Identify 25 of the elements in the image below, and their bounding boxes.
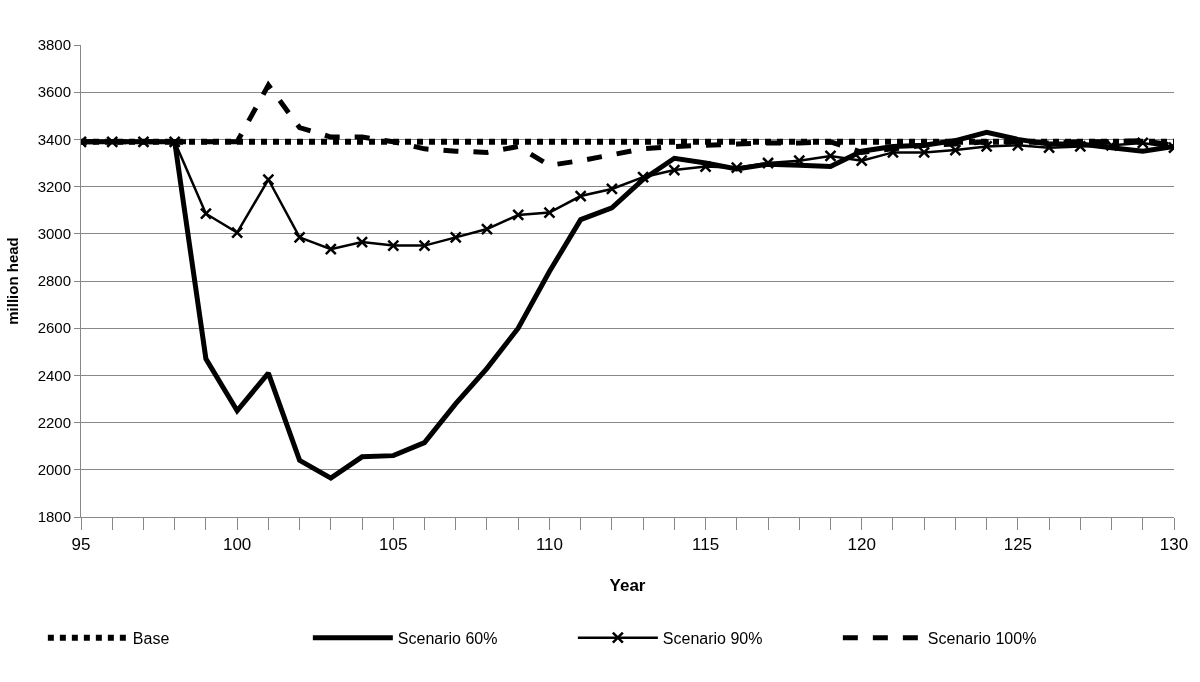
legend-label: Scenario 90%: [662, 629, 763, 647]
y-tick-label: 3600: [37, 83, 71, 101]
x-axis-title: Year: [609, 575, 646, 595]
y-axis-title: million head: [3, 237, 21, 325]
legend-label: Scenario 60%: [397, 629, 498, 647]
legend-label: Scenario 100%: [927, 629, 1037, 647]
y-tick-label: 2800: [37, 272, 71, 290]
y-tick-label: 2400: [37, 366, 71, 384]
y-tick-label: 3200: [37, 177, 71, 195]
y-tick-label: 3800: [37, 36, 71, 54]
x-tick-label: 110: [535, 535, 563, 555]
x-tick-label: 130: [1159, 535, 1189, 555]
x-tick-label: 100: [222, 535, 252, 555]
x-tick-label: 105: [379, 535, 408, 555]
y-tick-label: 3000: [37, 225, 71, 243]
y-tick-label: 2000: [37, 461, 71, 479]
y-tick-label: 2200: [37, 413, 71, 431]
x-tick-label: 115: [692, 535, 720, 555]
y-tick-label: 2600: [37, 319, 71, 337]
x-tick-label: 120: [847, 535, 876, 555]
y-tick-label: 1800: [37, 508, 71, 526]
x-tick-label: 95: [71, 535, 91, 555]
y-tick-label: 3400: [37, 130, 71, 148]
legend-label: Base: [132, 629, 170, 647]
x-tick-label: 125: [1003, 535, 1033, 555]
